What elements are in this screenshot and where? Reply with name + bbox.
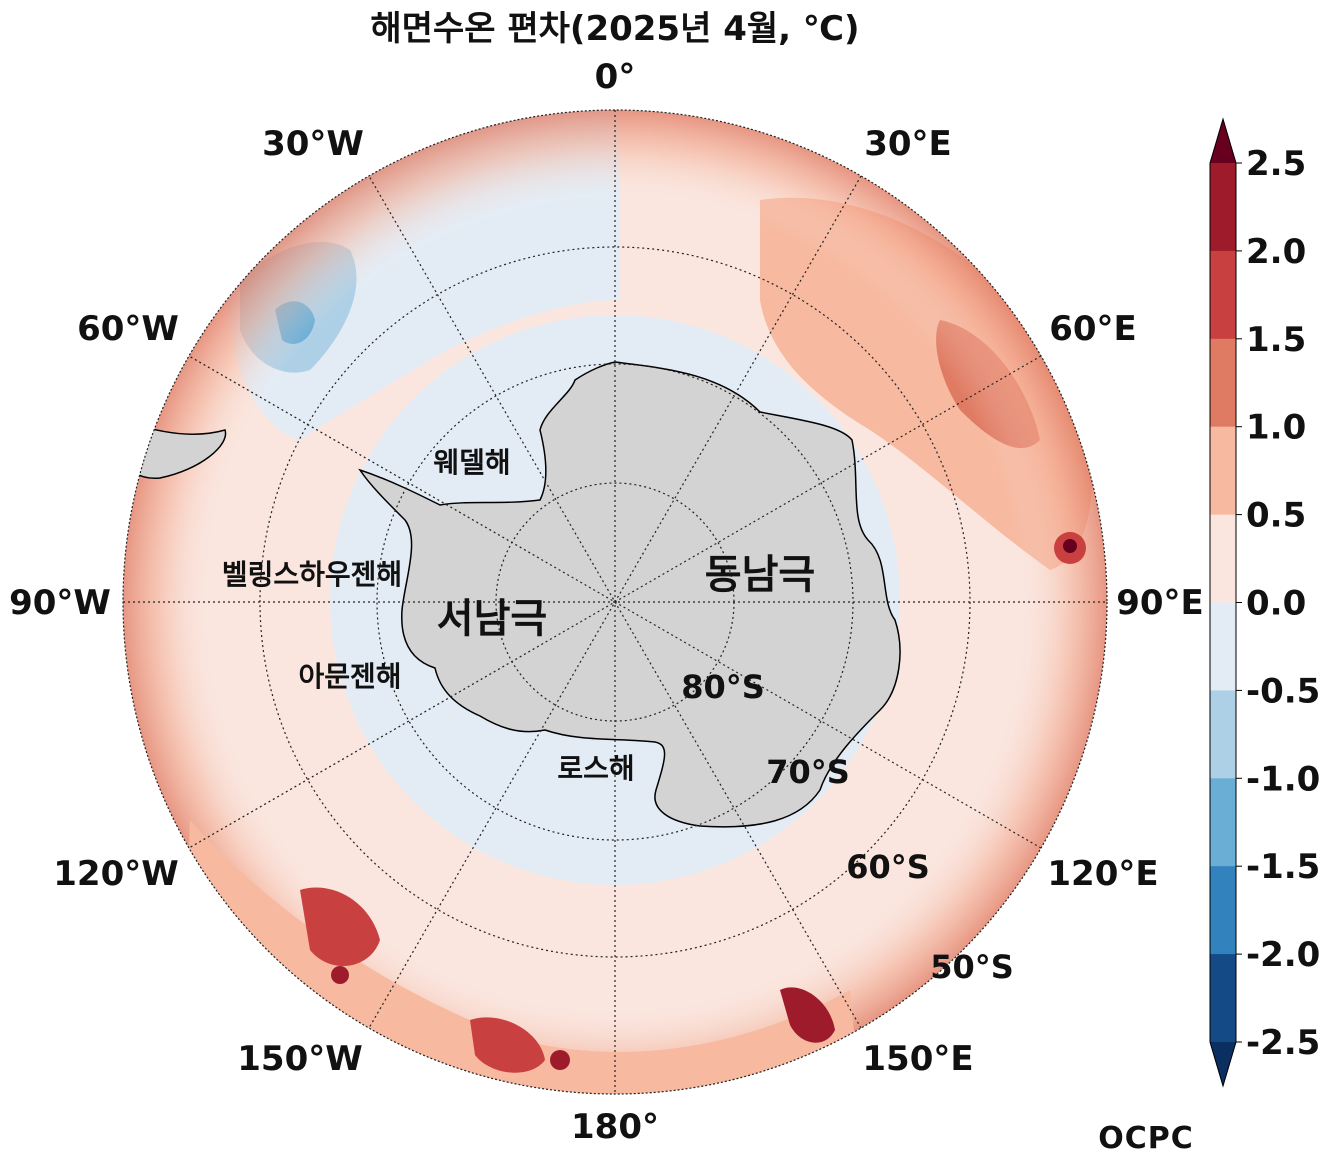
colorbar: 2.5 2.0 1.5 1.0 0.5 0.0 -0.5 -1.0 -1.5 -2.0 -2.5: [1209, 117, 1320, 1088]
lon-label-120e: 120°E: [1047, 854, 1158, 894]
lat-label-70s: 70°S: [766, 753, 850, 791]
south-pacific-warm-patch-1: [300, 887, 380, 967]
colorbar-segment: [1210, 690, 1236, 779]
south-pacific-warm-patch-3: [780, 987, 835, 1043]
colorbar-tick-label: -1.0: [1246, 759, 1320, 799]
colorbar-extend-min: [1210, 1042, 1236, 1086]
colorbar-tick-label: -1.5: [1246, 847, 1320, 887]
lon-label-30w: 30°W: [262, 124, 364, 164]
colorbar-segment: [1210, 866, 1236, 955]
lon-label-0: 0°: [595, 57, 636, 97]
colorbar-tick-label: -2.0: [1246, 935, 1320, 975]
graticule: [123, 110, 1107, 1094]
colorbar-tick-label: -0.5: [1246, 671, 1320, 711]
region-label-amundsen-sea: 아문젠해: [298, 660, 401, 693]
region-label-weddell-sea: 웨델해: [433, 446, 510, 479]
colorbar-segment: [1210, 250, 1236, 340]
region-label-ross-sea: 로스해: [557, 752, 634, 785]
longitude-labels: 0° 30°E 60°E 90°E 120°E 150°E 180° 150°W…: [9, 57, 1204, 1147]
colorbar-tick-label: 0.5: [1246, 496, 1306, 536]
colorbar-extend-max: [1210, 119, 1236, 163]
colorbar-segment: [1210, 163, 1236, 252]
colorbar-tick-label: 1.0: [1246, 408, 1306, 448]
lon-label-60w: 60°W: [77, 309, 179, 349]
latitude-labels: 80°S 70°S 60°S 50°S: [681, 668, 1014, 986]
map-title: 해면수온 편차(2025년 4월, ℃): [370, 9, 859, 49]
meridian-150e-30w: [368, 175, 862, 1029]
lon-label-30e: 30°E: [864, 124, 952, 164]
colorbar-tick-label: 2.0: [1246, 232, 1306, 272]
colorbar-tick-label: 1.5: [1246, 320, 1306, 360]
warm-spot-ross: [550, 1050, 570, 1070]
region-label-east-antarctica: 동남극: [705, 552, 815, 598]
lat-circle-60s: [259, 246, 971, 958]
lon-label-60e: 60°E: [1049, 309, 1137, 349]
map-boundary: [122, 109, 1108, 1095]
warm-spot-east-core: [1063, 539, 1077, 553]
colorbar-tick-label: -2.5: [1246, 1023, 1320, 1063]
ocpc-logo: OCPC: [1098, 1121, 1194, 1156]
region-labels: 동남극 서남극 웨델해 벨링스하우젠해 아문젠해 로스해: [222, 446, 815, 785]
lon-label-90w: 90°W: [9, 583, 111, 623]
colorbar-segment: [1210, 602, 1236, 691]
colorbar-segment: [1210, 778, 1236, 867]
lon-label-120w: 120°W: [53, 854, 178, 894]
south-pacific-warm-patch-2: [470, 1017, 545, 1073]
colorbar-tick-label: 2.5: [1246, 144, 1306, 184]
colorbar-segment: [1210, 954, 1236, 1043]
warm-spot-pacific: [331, 966, 349, 984]
lat-label-80s: 80°S: [681, 668, 765, 706]
map-disk: [123, 110, 1107, 1094]
lat-label-60s: 60°S: [846, 848, 930, 886]
colorbar-tick-label: 0.0: [1246, 584, 1306, 624]
lon-label-150w: 150°W: [237, 1039, 362, 1079]
lat-label-50s: 50°S: [930, 948, 1014, 986]
lon-label-150e: 150°E: [862, 1039, 973, 1079]
region-label-west-antarctica: 서남극: [437, 596, 547, 642]
colorbar-segment: [1210, 426, 1236, 516]
antarctica-land: [358, 361, 901, 828]
lon-label-90e: 90°E: [1116, 583, 1204, 623]
lon-label-180: 180°: [571, 1107, 659, 1147]
colorbar-segment: [1210, 514, 1236, 603]
colorbar-segment: [1210, 338, 1236, 428]
region-label-bellingshausen-sea: 벨링스하우젠해: [222, 558, 402, 591]
